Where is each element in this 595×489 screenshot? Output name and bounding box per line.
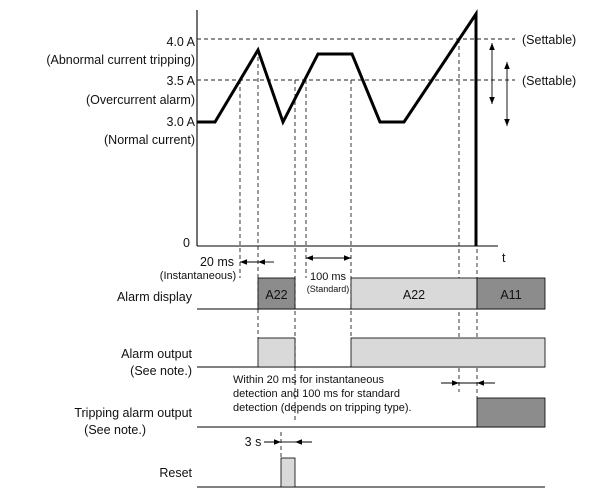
current-waveform (197, 9, 478, 246)
alarm-display-a22-second (350, 277, 478, 310)
alarm-display-a22-first (257, 277, 296, 310)
y-tick-3-0: 3.0 A (167, 115, 196, 129)
tripping-alarm-output-note: (See note.) (84, 423, 146, 437)
alarm-code-a11: A11 (500, 288, 521, 302)
tripping-alarm-output-pulse (476, 397, 546, 428)
trip-note-line-3: detection (depends on tripping type). (233, 402, 412, 414)
y-tick-4-0: 4.0 A (167, 35, 196, 49)
alarm-display-label: Alarm display (117, 290, 193, 304)
alarm-output-pulse-1 (257, 337, 296, 368)
reset-label: Reset (159, 466, 192, 480)
reset-pulse (280, 457, 296, 488)
trip-note-line-1: Within 20 ms for instantaneous (233, 374, 385, 386)
y-tick-3-5: 3.5 A (167, 74, 196, 88)
y-tick-zero: 0 (183, 236, 190, 250)
settable-lower-label: (Settable) (522, 74, 576, 88)
settable-upper-label: (Settable) (522, 33, 576, 47)
alarm-output-note: (See note.) (130, 364, 192, 378)
x-axis-label: t (502, 251, 506, 265)
alarm-output-label: Alarm output (121, 347, 192, 361)
alarm-display-a11 (476, 277, 546, 310)
trip-note-line-2: detection and 100 ms for standard (233, 388, 400, 400)
timing-100ms-value: 100 ms (310, 271, 347, 283)
alarm-output-pulse-2 (350, 337, 546, 368)
alarm-code-a22-second: A22 (403, 288, 425, 302)
timing-100ms-mode: (Standard) (307, 284, 350, 294)
y-desc-abnormal-current: (Abnormal current tripping) (46, 53, 195, 67)
y-desc-normal-current: (Normal current) (104, 133, 195, 147)
reset-interval-label: 3 s (245, 435, 262, 449)
alarm-code-a22-first: A22 (265, 288, 287, 302)
timing-20ms-value: 20 ms (200, 255, 234, 269)
y-desc-overcurrent-alarm: (Overcurrent alarm) (86, 93, 195, 107)
tripping-alarm-output-label: Tripping alarm output (74, 406, 192, 420)
timing-20ms-mode: (Instantaneous) (160, 270, 236, 282)
